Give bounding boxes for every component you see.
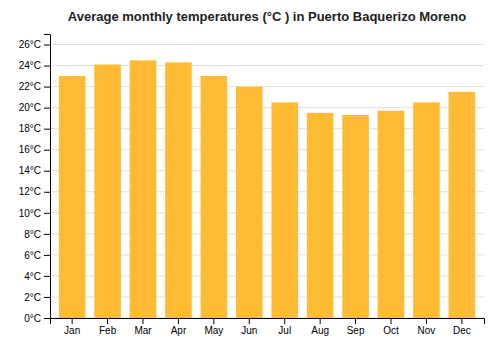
y-tick: 14°C <box>19 165 50 176</box>
y-tick-label: 20°C <box>19 102 41 113</box>
bar <box>378 111 405 318</box>
y-tick: 26°C <box>19 39 50 50</box>
y-tick: 4°C <box>24 271 50 282</box>
x-tick-mark <box>107 318 108 324</box>
bar <box>130 60 157 318</box>
x-tick: Aug <box>311 318 329 336</box>
x-tick-mark <box>391 318 392 324</box>
bar <box>94 65 121 318</box>
x-tick-label: Apr <box>171 325 187 336</box>
grid-line <box>50 44 484 45</box>
y-tick-label: 0°C <box>24 313 41 324</box>
y-tick-mark <box>44 66 50 67</box>
x-tick-label: Oct <box>383 325 399 336</box>
x-tick-mark <box>461 318 462 324</box>
y-tick-label: 14°C <box>19 165 41 176</box>
x-tick-label: Jan <box>64 325 80 336</box>
x-tick: Jan <box>64 318 80 336</box>
x-tick: Nov <box>418 318 436 336</box>
y-tick: 24°C <box>19 60 50 71</box>
y-tick-mark <box>44 108 50 109</box>
y-tick-mark <box>44 213 50 214</box>
y-tick: 16°C <box>19 144 50 155</box>
plot-area <box>59 60 475 318</box>
y-tick-mark <box>44 129 50 130</box>
x-tick-mark <box>284 318 285 324</box>
bar <box>165 62 192 318</box>
x-tick-label: Nov <box>418 325 436 336</box>
y-tick: 6°C <box>24 250 50 261</box>
y-tick-label: 22°C <box>19 81 41 92</box>
bar <box>342 115 369 318</box>
title: Average monthly temperatures (°C ) in Pu… <box>68 9 466 24</box>
y-tick-label: 6°C <box>24 250 41 261</box>
x-tick: Sep <box>347 318 365 336</box>
x-tick-label: Mar <box>134 325 152 336</box>
x-tick-label: Sep <box>347 325 365 336</box>
y-tick-label: 24°C <box>19 60 41 71</box>
bar <box>271 102 298 318</box>
y-tick-mark <box>44 255 50 256</box>
bar <box>201 76 228 318</box>
bar <box>236 87 263 318</box>
x-tick-mark <box>178 318 179 324</box>
x-tick: Mar <box>134 318 152 336</box>
y-tick-label: 16°C <box>19 144 41 155</box>
bar <box>59 76 86 318</box>
y-tick-mark <box>44 276 50 277</box>
x-tick-label: Feb <box>99 325 117 336</box>
x-tick-label: Jun <box>241 325 257 336</box>
x-tick-mark <box>426 318 427 324</box>
y-tick-mark <box>44 234 50 235</box>
y-tick-label: 2°C <box>24 292 41 303</box>
chart: 0°C 2°C 4°C 6°C 8°C 10°C 12°C 14°C 16°C 18°C 20°C 2… <box>0 0 500 350</box>
x-tick-mark <box>143 318 144 324</box>
x-tick-mark <box>72 318 73 324</box>
y-tick-label: 4°C <box>24 271 41 282</box>
x-tick-mark <box>355 318 356 324</box>
bar <box>449 92 476 318</box>
y-tick: 8°C <box>24 229 50 240</box>
x-tick-mark <box>320 318 321 324</box>
y-tick: 2°C <box>24 292 50 303</box>
y-axis: 0°C 2°C 4°C 6°C 8°C 10°C 12°C 14°C 16°C 18°C 20°C 2… <box>19 35 51 324</box>
y-tick-label: 12°C <box>19 186 41 197</box>
x-tick: Dec <box>453 318 471 336</box>
y-tick-mark <box>44 192 50 193</box>
y-tick: 22°C <box>19 81 50 92</box>
x-tick-label: Aug <box>311 325 329 336</box>
y-tick: 12°C <box>19 186 50 197</box>
y-tick-label: 26°C <box>19 39 41 50</box>
y-tick-mark <box>44 87 50 88</box>
y-tick: 10°C <box>19 208 50 219</box>
y-tick-label: 8°C <box>24 229 41 240</box>
x-tick-label: Dec <box>453 325 471 336</box>
x-tick: Oct <box>383 318 399 336</box>
y-tick-mark <box>44 171 50 172</box>
y-tick-mark <box>44 150 50 151</box>
y-tick: 20°C <box>19 102 50 113</box>
x-axis: Jan Feb Mar Apr May Jun Jul Aug Sep Oct Nov Dec <box>51 318 485 336</box>
y-tick-mark <box>44 45 50 46</box>
y-axis-line <box>44 35 51 319</box>
y-tick: 18°C <box>19 123 50 134</box>
x-tick-label: May <box>204 325 223 336</box>
y-tick-mark <box>44 297 50 298</box>
y-tick: 0°C <box>24 313 50 324</box>
grid <box>50 45 484 318</box>
y-tick-label: 18°C <box>19 123 41 134</box>
x-tick-label: Jul <box>278 325 291 336</box>
x-tick: Jul <box>278 318 291 336</box>
x-tick: Feb <box>99 318 117 336</box>
x-axis-line <box>51 319 485 325</box>
x-tick: Apr <box>171 318 187 336</box>
x-tick-mark <box>213 318 214 324</box>
x-tick: Jun <box>241 318 257 336</box>
bar <box>413 102 440 318</box>
bar <box>307 113 334 318</box>
y-tick-label: 10°C <box>19 208 41 219</box>
y-tick-mark <box>44 318 50 319</box>
x-tick: May <box>204 318 223 336</box>
x-tick-mark <box>249 318 250 324</box>
